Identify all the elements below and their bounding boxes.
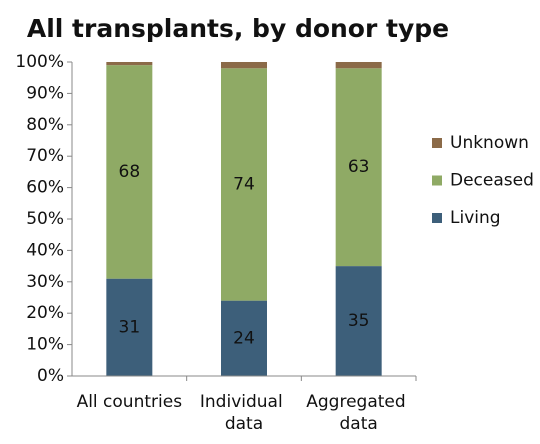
y-tick-label: 60% (26, 178, 64, 198)
x-tick-line: data (340, 414, 378, 434)
y-tick-label: 40% (26, 240, 64, 260)
legend-label: Deceased (450, 171, 534, 191)
bar-segment (221, 68, 267, 301)
y-tick-label: 50% (26, 209, 64, 229)
y-tick-label: 90% (26, 83, 64, 103)
bar-segment (221, 62, 267, 69)
bar-segment (106, 65, 153, 279)
x-tick-line: Individual (200, 392, 288, 412)
x-tick-label: Aggregated data (306, 392, 411, 434)
legend-swatch (432, 138, 442, 148)
data-label: 63 (348, 157, 370, 177)
bar-segment (106, 62, 153, 66)
x-tick-label: All countries (77, 392, 183, 412)
data-label: 31 (119, 317, 141, 337)
legend-swatch (432, 213, 442, 223)
x-tick-line: data (225, 414, 263, 434)
bar-segment (335, 68, 382, 267)
bar-segment (335, 266, 382, 376)
bar-segment (106, 278, 153, 376)
y-tick-label: 0% (37, 366, 64, 386)
x-tick-line: All countries (77, 392, 183, 412)
legend-swatch (432, 175, 442, 186)
y-tick-label: 30% (26, 272, 64, 292)
y-tick-label: 20% (26, 303, 64, 323)
legend-label: Unknown (450, 133, 529, 153)
data-label: 35 (348, 311, 370, 331)
bar-segment (221, 300, 267, 376)
bar-segment (335, 62, 382, 69)
legend-label: Living (450, 208, 501, 228)
y-tick-label: 10% (26, 335, 64, 355)
data-label: 24 (233, 328, 255, 348)
data-label: 74 (233, 174, 255, 194)
x-tick-line: Aggregated (306, 392, 411, 412)
chart-title: All transplants, by donor type (27, 14, 449, 43)
y-tick-label: 100% (15, 52, 64, 72)
data-label: 68 (119, 162, 141, 182)
y-tick-label: 70% (26, 146, 64, 166)
y-tick-label: 80% (26, 115, 64, 135)
x-tick-label: Individual data (200, 392, 288, 434)
